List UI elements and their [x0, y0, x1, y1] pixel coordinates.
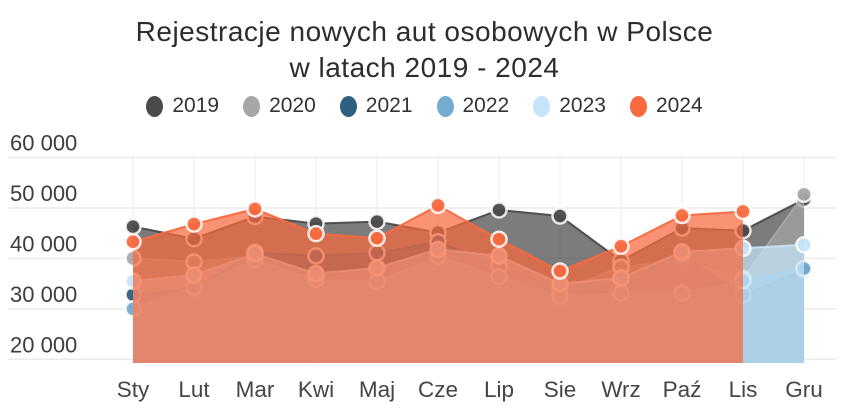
point-2019-Sty — [124, 217, 142, 236]
point-2019-Sie — [551, 207, 569, 225]
legend-label-2023: 2023 — [559, 94, 606, 117]
y-tick-40000: 40 000 — [10, 231, 77, 256]
legend-label-2021: 2021 — [365, 94, 413, 117]
legend-item-2021[interactable]: 2021 — [339, 94, 413, 118]
point-2024-Wrz — [612, 237, 630, 256]
point-2019-Maj — [368, 212, 386, 231]
legend-dot-2020 — [243, 95, 261, 117]
point-2024-Lut — [185, 215, 203, 233]
point-2020-Gru — [795, 185, 813, 204]
x-tick-Mar: Mar — [236, 377, 275, 402]
legend-dot-2024 — [629, 95, 647, 117]
x-tick-Maj: Maj — [359, 377, 395, 402]
legend-item-2020[interactable]: 2020 — [243, 94, 316, 118]
legend-label-2019: 2019 — [172, 94, 220, 117]
x-tick-Paź: Paź — [663, 377, 702, 402]
point-2024-Lip — [490, 230, 508, 248]
chart-title: Rejestracje nowych aut osobowych w Polsc… — [0, 14, 849, 86]
point-2024-Sie — [551, 262, 569, 280]
point-2023-Gru — [795, 236, 813, 254]
legend-label-2024: 2024 — [655, 94, 703, 117]
x-tick-Lip: Lip — [484, 377, 514, 402]
x-tick-Wrz: Wrz — [601, 377, 641, 402]
x-tick-Sie: Sie — [544, 377, 577, 402]
legend-dot-2022 — [436, 95, 454, 117]
y-tick-60000: 60 000 — [10, 131, 77, 156]
point-2024-Kwi — [307, 224, 325, 243]
x-tick-Cze: Cze — [418, 377, 458, 402]
legend-dot-2023 — [533, 95, 551, 117]
x-tick-Gru: Gru — [785, 377, 823, 402]
chart-title-line2: w latach 2019 - 2024 — [289, 52, 560, 83]
point-2019-Lip — [490, 201, 508, 219]
x-tick-Lis: Lis — [729, 377, 758, 402]
legend-dot-2019 — [146, 95, 164, 117]
point-2024-Paź — [673, 206, 691, 225]
series-2024-area — [133, 205, 743, 363]
legend-label-2022: 2022 — [462, 94, 510, 117]
x-tick-Kwi: Kwi — [298, 377, 334, 402]
legend-dot-2021 — [339, 95, 357, 117]
point-2024-Sty — [124, 233, 142, 251]
x-tick-Sty: Sty — [117, 377, 150, 402]
legend-item-2023[interactable]: 2023 — [533, 94, 606, 118]
y-tick-50000: 50 000 — [10, 181, 77, 206]
legend: 2019 2020 2021 2022 2023 2024 — [0, 94, 849, 118]
chart-title-line1: Rejestracje nowych aut osobowych w Polsc… — [135, 16, 714, 47]
y-tick-20000: 20 000 — [10, 332, 77, 357]
legend-item-2022[interactable]: 2022 — [436, 94, 510, 118]
legend-item-2019[interactable]: 2019 — [146, 94, 219, 118]
point-2024-Cze — [429, 196, 447, 215]
y-tick-30000: 30 000 — [10, 282, 77, 307]
point-2024-Maj — [368, 229, 386, 247]
x-tick-Lut: Lut — [178, 377, 210, 402]
point-2024-Mar — [246, 200, 264, 218]
legend-item-2024[interactable]: 2024 — [629, 94, 703, 118]
point-2024-Lis — [734, 202, 752, 221]
legend-label-2020: 2020 — [269, 94, 316, 117]
